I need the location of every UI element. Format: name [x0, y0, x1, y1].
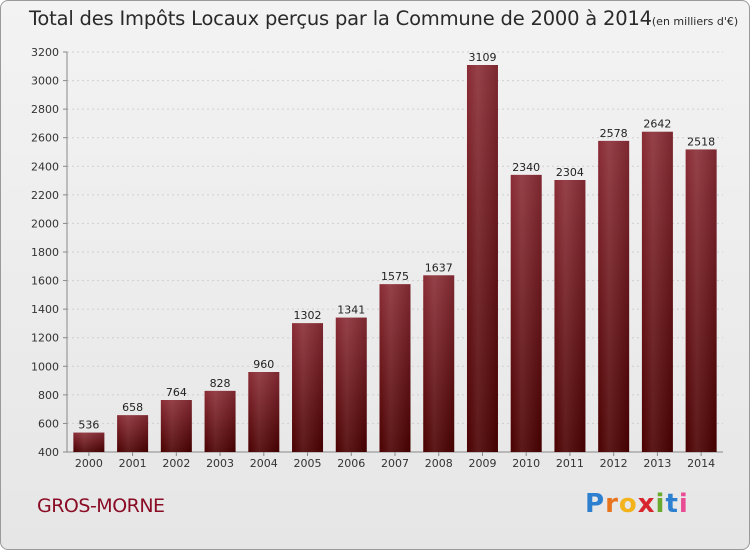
- x-tick-label: 2013: [643, 457, 671, 470]
- logo-letter: i: [678, 489, 689, 519]
- x-tick-label: 2004: [250, 457, 278, 470]
- y-tick-label: 3000: [31, 75, 59, 88]
- axis-layer: 400 600 800 1000 1200 1400 1600 1800 2000 2200 240…: [31, 46, 723, 470]
- x-tick-label: 2012: [600, 457, 628, 470]
- logo-letter: P: [585, 489, 606, 519]
- bar-shine: [379, 284, 411, 452]
- x-tick-label: 2009: [468, 457, 496, 470]
- x-tick-label: 2002: [162, 457, 190, 470]
- logo-letter: x: [637, 489, 656, 519]
- data-label: 1637: [425, 261, 453, 274]
- bar-shine: [292, 323, 324, 452]
- proxiti-logo: Proxiti: [585, 489, 689, 519]
- bar-shine: [510, 174, 542, 452]
- y-tick-label: 2000: [31, 217, 59, 230]
- y-tick-label: 2200: [31, 189, 59, 202]
- bar-shine: [641, 131, 673, 452]
- data-label: 2304: [556, 166, 584, 179]
- data-label: 2518: [687, 135, 715, 148]
- chart-title: Total des Impôts Locaux perçus par la Co…: [29, 7, 738, 30]
- x-tick-label: 2001: [119, 457, 147, 470]
- logo-letter: i: [655, 489, 666, 519]
- y-tick-label: 800: [38, 389, 59, 402]
- y-tick-label: 2400: [31, 160, 59, 173]
- commune-name: GROS-MORNE: [37, 495, 165, 517]
- y-tick-label: 600: [38, 417, 59, 430]
- y-tick-label: 1000: [31, 360, 59, 373]
- bar-shine: [335, 317, 367, 452]
- data-label: 960: [253, 358, 274, 371]
- y-tick-label: 3200: [31, 46, 59, 59]
- bar-shine: [685, 149, 717, 452]
- x-tick-label: 2000: [75, 457, 103, 470]
- bar-shine: [554, 180, 586, 452]
- x-tick-label: 2011: [556, 457, 584, 470]
- bar-shine: [117, 415, 149, 452]
- bar-shine: [423, 275, 455, 452]
- y-tick-label: 2800: [31, 103, 59, 116]
- data-label: 536: [78, 419, 99, 432]
- data-label: 2578: [600, 127, 628, 140]
- bar-shine: [598, 140, 630, 452]
- label-layer: 536 658 764 828 960 1302 1341 1575 1637 3109 2340 2…: [78, 51, 715, 432]
- y-tick-label: 2600: [31, 132, 59, 145]
- x-tick-label: 2010: [512, 457, 540, 470]
- x-tick-label: 2007: [381, 457, 409, 470]
- data-label: 764: [166, 386, 187, 399]
- data-label: 1341: [337, 304, 365, 317]
- chart-title-text: Total des Impôts Locaux perçus par la Co…: [29, 7, 652, 30]
- y-tick-label: 1200: [31, 332, 59, 345]
- data-label: 2642: [643, 118, 671, 131]
- x-tick-label: 2014: [687, 457, 715, 470]
- bar-shine: [466, 65, 498, 452]
- logo-letter: t: [665, 489, 679, 519]
- data-label: 1302: [294, 309, 322, 322]
- chart-unit-label: (en milliers d'€): [651, 15, 739, 28]
- y-tick-label: 400: [38, 446, 59, 459]
- data-label: 2340: [512, 161, 540, 174]
- x-tick-label: 2008: [425, 457, 453, 470]
- data-label: 828: [210, 377, 231, 390]
- y-tick-label: 1400: [31, 303, 59, 316]
- x-tick-label: 2005: [294, 457, 322, 470]
- logo-letter: o: [618, 489, 638, 519]
- bar-shine: [160, 400, 192, 452]
- x-tick-label: 2006: [337, 457, 365, 470]
- bar-shine: [248, 372, 280, 452]
- logo-letter: r: [605, 489, 619, 519]
- x-tick-label: 2003: [206, 457, 234, 470]
- y-tick-label: 1800: [31, 246, 59, 259]
- data-label: 1575: [381, 270, 409, 283]
- bar-shine: [73, 432, 105, 452]
- data-label: 658: [122, 401, 143, 414]
- bar-layer: [73, 65, 717, 452]
- bar-shine: [204, 390, 236, 452]
- y-tick-label: 1600: [31, 275, 59, 288]
- data-label: 3109: [468, 51, 496, 64]
